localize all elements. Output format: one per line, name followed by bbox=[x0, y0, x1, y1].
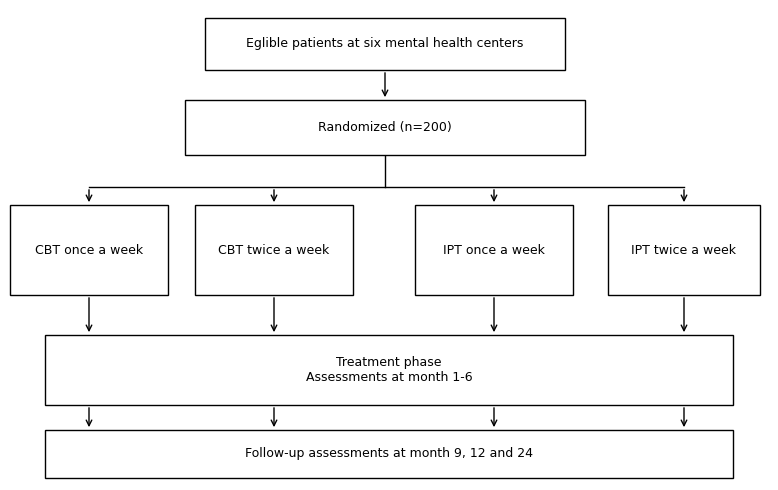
Text: IPT once a week: IPT once a week bbox=[443, 244, 545, 256]
Bar bbox=[205, 18, 565, 70]
Bar bbox=[415, 205, 573, 295]
Text: CBT twice a week: CBT twice a week bbox=[219, 244, 330, 256]
Text: Treatment phase
Assessments at month 1-6: Treatment phase Assessments at month 1-6 bbox=[306, 356, 472, 384]
Bar bbox=[195, 205, 353, 295]
Text: Eglible patients at six mental health centers: Eglible patients at six mental health ce… bbox=[247, 38, 524, 50]
Bar bbox=[45, 335, 733, 405]
Bar bbox=[45, 430, 733, 478]
Bar bbox=[185, 100, 585, 155]
Text: Randomized (n=200): Randomized (n=200) bbox=[318, 121, 452, 134]
Text: IPT twice a week: IPT twice a week bbox=[632, 244, 737, 256]
Bar bbox=[608, 205, 760, 295]
Text: CBT once a week: CBT once a week bbox=[35, 244, 143, 256]
Text: Follow-up assessments at month 9, 12 and 24: Follow-up assessments at month 9, 12 and… bbox=[245, 447, 533, 461]
Bar bbox=[10, 205, 168, 295]
